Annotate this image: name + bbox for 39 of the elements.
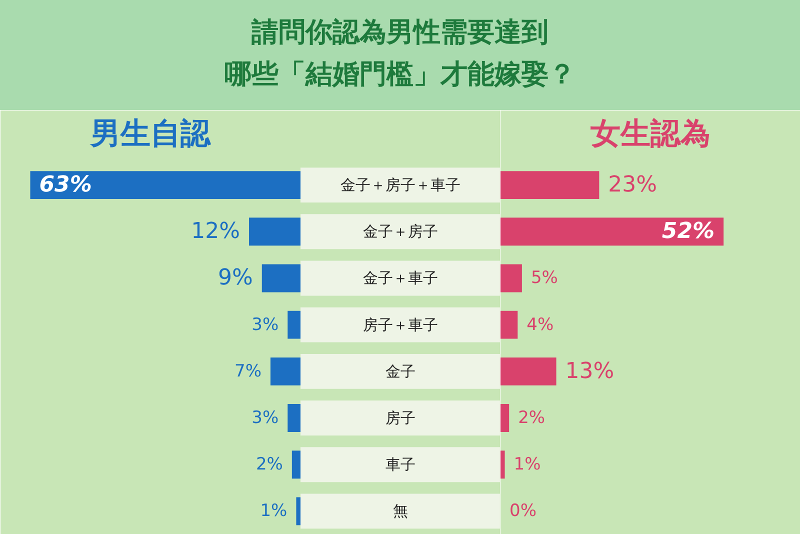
data-label: 7% <box>234 361 262 382</box>
bar <box>270 357 300 386</box>
data-label: 13% <box>565 358 614 384</box>
y-tick-label: 金子＋房子＋車子 <box>340 176 460 194</box>
bar <box>292 450 300 479</box>
y-tick-label: 無 <box>393 502 408 520</box>
bar <box>500 404 510 432</box>
data-label: 9% <box>218 266 253 291</box>
data-label: 23% <box>608 172 658 198</box>
data-label: 2% <box>256 454 283 475</box>
y-tick-label: 房子 <box>386 409 416 428</box>
text: 請問你認為男性需要達到哪些「結婚門檻」才能嫁娶？ <box>0 0 800 110</box>
bar <box>500 264 522 292</box>
chart-subtitle: 男生自認 <box>90 116 212 152</box>
y-tick-label: 金子＋房子 <box>363 222 438 241</box>
bar <box>296 497 300 526</box>
bar <box>288 404 300 432</box>
data-label: 12% <box>191 219 240 244</box>
data-label: 3% <box>252 408 279 428</box>
data-label: 5% <box>530 268 558 288</box>
bar <box>500 450 505 479</box>
bar <box>500 357 556 386</box>
bar <box>262 264 300 292</box>
data-label: 0% <box>510 501 536 522</box>
chart-title: 女生認為 <box>590 116 710 152</box>
data-label: 52% <box>662 219 715 244</box>
data-label: 1% <box>514 454 541 475</box>
data-label: 4% <box>526 314 554 335</box>
y-tick-label: 房子＋車子 <box>363 316 438 334</box>
y-tick-label: 金子 <box>386 362 416 380</box>
data-label: 1% <box>260 501 288 522</box>
data-label: 63% <box>39 172 92 198</box>
bar <box>249 218 300 246</box>
bar <box>288 310 300 339</box>
data-label: 3% <box>252 314 279 335</box>
data-label: 2% <box>518 408 546 428</box>
bar <box>500 310 518 339</box>
y-tick-label: 金子＋車子 <box>363 269 438 288</box>
y-tick-label: 車子 <box>386 456 416 474</box>
